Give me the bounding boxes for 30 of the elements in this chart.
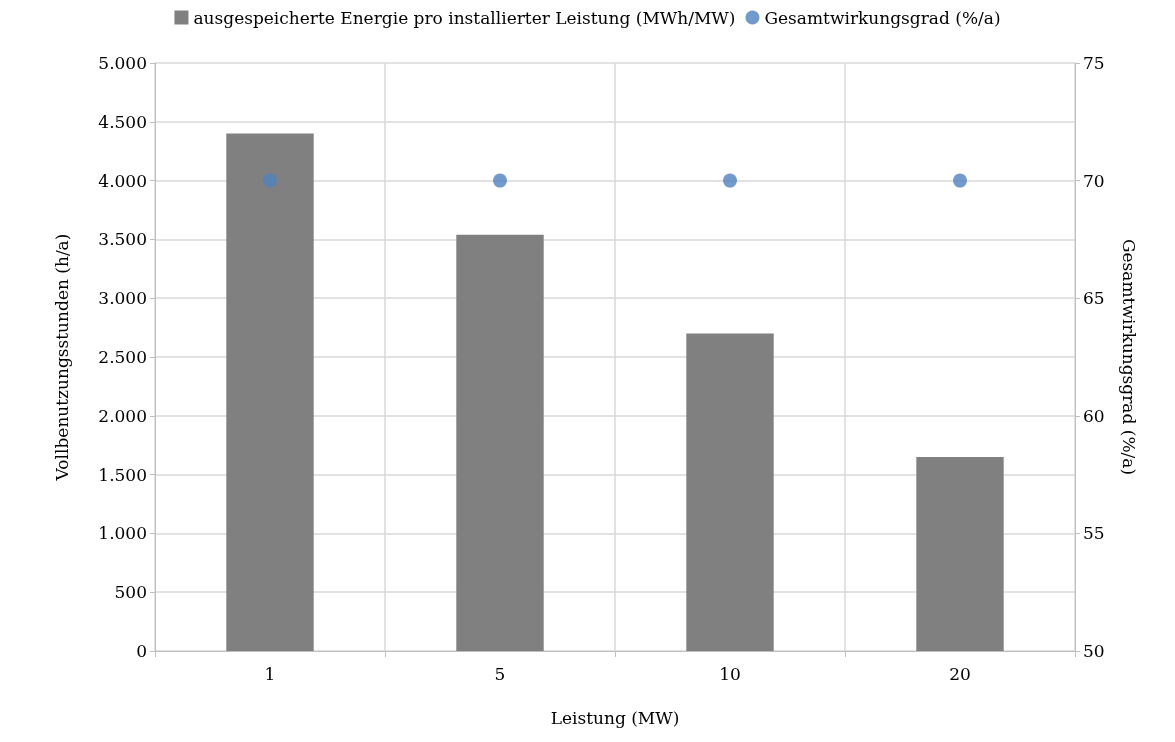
- y-tick-label: 0: [136, 641, 147, 661]
- y-tick-label: 3.000: [98, 288, 147, 309]
- x-tick-label: 5: [494, 663, 506, 684]
- y-tick-label: 2.500: [98, 347, 147, 367]
- bar: [686, 333, 774, 651]
- bar: [226, 133, 314, 651]
- y2-tick-label: 50: [1083, 641, 1105, 661]
- y2-tick-label: 60: [1083, 405, 1105, 426]
- x-tick-label: 20: [949, 663, 971, 684]
- y-tick-label: 5.000: [98, 53, 147, 73]
- y-tick-label: 2.000: [98, 405, 147, 426]
- bar: [456, 234, 544, 651]
- bar: [916, 456, 1004, 651]
- x-axis-title: Leistung (MW): [550, 707, 680, 728]
- y-tick-label: 1.000: [98, 523, 147, 544]
- y-tick-label: 1.500: [98, 464, 147, 485]
- y-tick-label: 4.500: [98, 111, 147, 132]
- y-tick-label: 3.500: [98, 229, 147, 250]
- y-tick-label: 500: [114, 582, 147, 603]
- y2-tick-label: 65: [1083, 288, 1105, 309]
- y2-tick-label: 75: [1083, 53, 1105, 73]
- y-tick-label: 4.000: [98, 170, 147, 191]
- y2-tick-label: 70: [1083, 170, 1105, 191]
- legend-label: ausgespeicherte Energie pro installierter Leistung (MWh/MW): [193, 7, 736, 28]
- legend-label: Gesamtwirkungsgrad (%/a): [764, 7, 1001, 28]
- x-tick-label: 10: [719, 663, 741, 684]
- x-tick-label: 1: [264, 663, 276, 684]
- y2-tick-label: 55: [1083, 523, 1105, 544]
- y2-axis-title: Gesamtwirkungsgrad (%/a): [1118, 238, 1139, 476]
- y-axis-title: Vollbenutzungsstunden (h/a): [51, 233, 72, 482]
